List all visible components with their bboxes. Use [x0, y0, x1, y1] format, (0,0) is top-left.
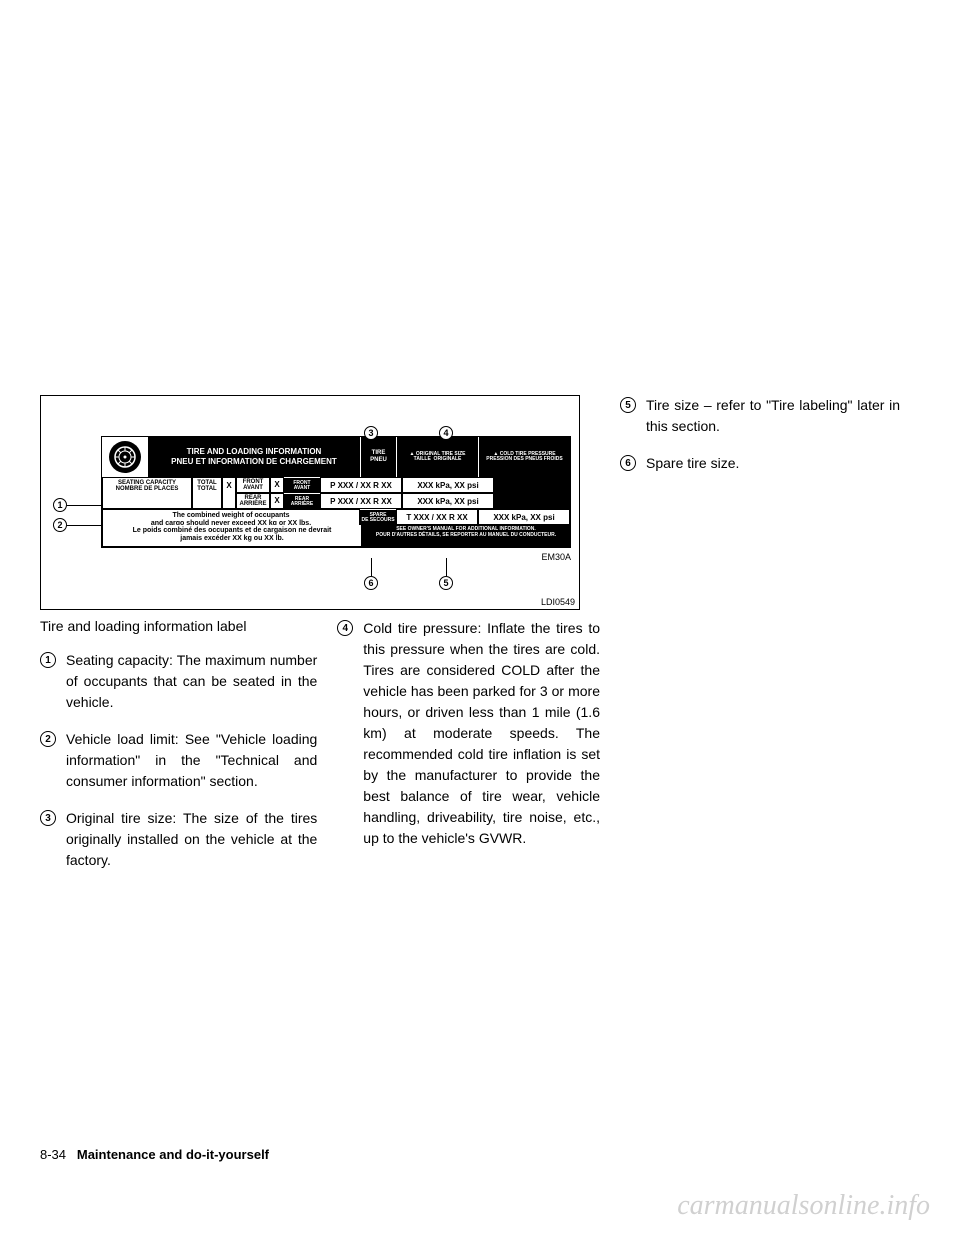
em-code: EM30A — [541, 552, 571, 562]
placard-title: TIRE AND LOADING INFORMATION PNEU ET INF… — [148, 437, 360, 477]
rear-size: P XXX / XX R XX — [320, 493, 402, 509]
item-badge-4: 4 — [337, 620, 353, 636]
item-text-6: Spare tire size. — [646, 453, 900, 474]
rear-x: X — [270, 493, 284, 509]
item-badge-3: 3 — [40, 810, 56, 826]
weight-text: The combined weight of occupants and car… — [102, 509, 360, 525]
list-item: 1 Seating capacity: The maximum number o… — [40, 650, 317, 713]
callout-5: 5 — [439, 576, 453, 590]
callout-3: 3 — [364, 426, 378, 440]
tire-header: TIREPNEU — [360, 437, 396, 477]
row-spare-label: SPAREDE SECOURS — [360, 509, 396, 525]
callout-4: 4 — [439, 426, 453, 440]
front-pressure: XXX kPa, XX psi — [402, 477, 494, 493]
list-item: 2 Vehicle load limit: See "Vehicle loadi… — [40, 729, 317, 792]
figure-code: LDI0549 — [541, 597, 575, 607]
front-x: X — [270, 477, 284, 493]
row-front-label: FRONTAVANT — [284, 477, 320, 493]
front-label: FRONTAVANT — [236, 477, 270, 493]
seating-label: SEATING CAPACITYNOMBRE DE PLACES — [102, 477, 192, 493]
spare-pressure: XXX kPa, XX psi — [478, 509, 570, 525]
weight-text-fr: Le poids combiné des occupants et de car… — [102, 525, 362, 547]
page-footer: 8-34 Maintenance and do-it-yourself — [40, 1147, 269, 1162]
callout-2: 2 — [53, 518, 67, 532]
item-text-4: Cold tire pressure: Inflate the tires to… — [363, 618, 600, 849]
item-text-5: Tire size – refer to "Tire labeling" lat… — [646, 395, 900, 437]
callout-1: 1 — [53, 498, 67, 512]
total-label: TOTALTOTAL — [192, 477, 222, 493]
section-name: Maintenance and do-it-yourself — [77, 1147, 269, 1162]
spare-size: T XXX / XX R XX — [396, 509, 478, 525]
item-text-3: Original tire size: The size of the tire… — [66, 808, 317, 871]
item-text-2: Vehicle load limit: See "Vehicle loading… — [66, 729, 317, 792]
list-item: 6 Spare tire size. — [620, 453, 900, 474]
list-item: 3 Original tire size: The size of the ti… — [40, 808, 317, 871]
page-number: 8-34 — [40, 1147, 66, 1162]
list-item: 4 Cold tire pressure: Inflate the tires … — [337, 618, 600, 849]
item-badge-5: 5 — [620, 397, 636, 413]
pressure-header: ▲ COLD TIRE PRESSUREPRESSION DES PNEUS F… — [478, 437, 570, 477]
tire-icon — [102, 437, 148, 477]
callout-6: 6 — [364, 576, 378, 590]
item-badge-1: 1 — [40, 652, 56, 668]
total-x: X — [222, 477, 236, 493]
item-badge-2: 2 — [40, 731, 56, 747]
watermark: carmanualsonline.info — [677, 1190, 930, 1222]
size-header: ▲ ORIGINAL TIRE SIZETAILLE ORIGINALE — [396, 437, 478, 477]
figure-caption: Tire and loading information label — [40, 618, 317, 634]
tire-placard: TIRE AND LOADING INFORMATION PNEU ET INF… — [101, 436, 571, 548]
rear-pressure: XXX kPa, XX psi — [402, 493, 494, 509]
item-text-1: Seating capacity: The maximum number of … — [66, 650, 317, 713]
rear-label: REARARRIÈRE — [236, 493, 270, 509]
list-item: 5 Tire size – refer to "Tire labeling" l… — [620, 395, 900, 437]
placard-footer: SEE OWNER'S MANUAL FOR ADDITIONAL INFORM… — [362, 525, 570, 547]
item-badge-6: 6 — [620, 455, 636, 471]
tire-label-figure: LDI0549 3 4 1 2 6 5 — [40, 395, 580, 610]
front-size: P XXX / XX R XX — [320, 477, 402, 493]
row-rear-label: REARARRIÈRE — [284, 493, 320, 509]
